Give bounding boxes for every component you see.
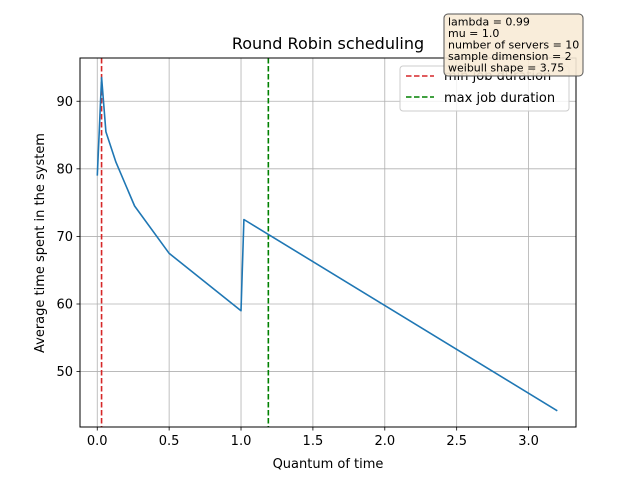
series-line-0 — [96, 76, 558, 412]
y-axis-label: Average time spent in the system — [33, 133, 48, 353]
x-axis-label: Quantum of time — [273, 457, 384, 472]
info-lambda: lambda = 0.99 — [448, 16, 530, 29]
x-tick-label: 3.0 — [518, 434, 539, 449]
info-mu: mu = 1.0 — [448, 27, 499, 40]
series — [96, 76, 558, 412]
x-tick-label: 2.0 — [374, 434, 395, 449]
x-tick-label: 2.5 — [446, 434, 467, 449]
info-weibull: weibull shape = 3.75 — [448, 62, 564, 75]
axes-frame — [79, 57, 577, 428]
grid — [80, 58, 576, 427]
x-tick-label: 0.0 — [87, 434, 108, 449]
y-tick-label: 80 — [56, 162, 73, 177]
x-tick-label: 0.5 — [159, 434, 180, 449]
legend-label-max: max job duration — [444, 91, 555, 106]
y-tick-label: 70 — [56, 230, 73, 245]
info-servers: number of servers = 10 — [448, 39, 579, 52]
chart-title: Round Robin scheduling — [232, 34, 424, 53]
y-tick-label: 50 — [56, 365, 73, 380]
x-tick-label: 1.0 — [231, 434, 252, 449]
y-tick-label: 60 — [56, 298, 73, 313]
y-tick-label: 90 — [56, 95, 73, 110]
x-tick-label: 1.5 — [303, 434, 324, 449]
info-box: lambda = 0.99 mu = 1.0 number of servers… — [443, 13, 584, 77]
info-box-frame — [443, 13, 584, 77]
reference-lines — [100, 58, 270, 427]
info-sample: sample dimension = 2 — [448, 50, 572, 63]
ticks: 0.0 0.5 1.0 1.5 2.0 2.5 3.0 50 60 70 80 90 — [56, 95, 538, 449]
